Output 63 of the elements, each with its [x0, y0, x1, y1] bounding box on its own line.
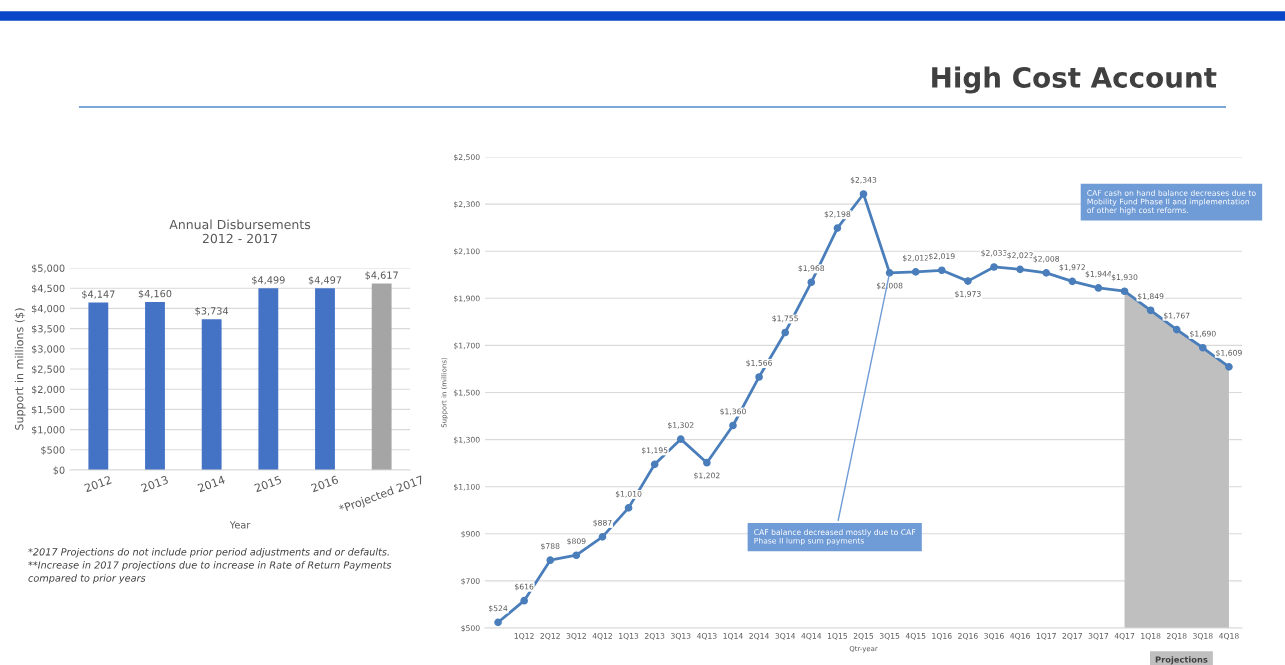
- y-tick-label: $4,000: [31, 304, 65, 314]
- point: [624, 504, 633, 512]
- point: [1172, 325, 1181, 334]
- x-tick-label: 2015: [254, 475, 282, 493]
- data-label: $4,617: [365, 271, 398, 281]
- point: [703, 458, 711, 467]
- point: [1094, 284, 1103, 292]
- point: [781, 328, 790, 337]
- point: [598, 533, 607, 541]
- point: [990, 263, 998, 271]
- x-tick-label: 2014: [197, 475, 226, 493]
- y-tick-label: $3,500: [31, 324, 65, 334]
- y-tick-label: $1,500: [31, 405, 65, 415]
- x-axis-title: Year: [229, 521, 251, 529]
- data-label: $4,497: [308, 276, 342, 285]
- y-tick-label: $0: [53, 466, 65, 476]
- data-label: $4,147: [82, 290, 115, 300]
- point: [1225, 363, 1233, 371]
- point: [520, 596, 528, 605]
- point: [1068, 277, 1077, 286]
- point: [494, 618, 502, 627]
- point: [833, 224, 842, 232]
- point: [1199, 343, 1207, 352]
- bar: [201, 319, 222, 470]
- point: [859, 190, 868, 198]
- y-tick-label: $500: [41, 446, 65, 455]
- chart-title: Annual Disbursements 2012 - 2017: [169, 219, 311, 244]
- y-tick-label: $4,500: [31, 284, 65, 294]
- point: [1120, 287, 1129, 296]
- y-tick-label: $2,500: [31, 365, 65, 375]
- point: [650, 460, 659, 469]
- point: [676, 435, 685, 443]
- bar: [88, 302, 109, 470]
- point: [572, 551, 581, 560]
- data-label: $4,160: [138, 289, 172, 299]
- bar: [145, 301, 165, 470]
- bar: [258, 288, 279, 470]
- x-tick-label: 2012: [84, 475, 112, 493]
- point: [885, 269, 894, 277]
- point: [911, 268, 920, 276]
- point: [546, 556, 555, 564]
- y-tick-label: $1,000: [31, 425, 65, 435]
- point: [964, 277, 972, 285]
- point: [1042, 269, 1051, 277]
- x-tick-label: 2016: [310, 475, 339, 493]
- text: *2017 Projections do not include prior period adjustments and or defaults. **Increase in 2017 projections due to increase in Rate of Return Payments compared to prior years: [28, 548, 392, 584]
- point: [755, 373, 763, 381]
- point: [807, 278, 816, 287]
- text: High Cost Account: [932, 66, 1217, 94]
- y-tick-label: $5,000: [31, 264, 65, 274]
- bar: [315, 288, 335, 470]
- point: [1016, 265, 1024, 274]
- point: [937, 266, 946, 275]
- x-tick-label: 2013: [140, 475, 169, 493]
- text: Projections: [1155, 656, 1208, 665]
- y-tick-label: $3,000: [31, 345, 65, 354]
- point: [729, 421, 737, 430]
- y-axis-title: Support in millions ($): [14, 308, 26, 430]
- data-label: $4,499: [252, 276, 285, 285]
- point: [1146, 306, 1155, 315]
- y-tick-label: $2,000: [31, 385, 65, 395]
- bar: [371, 283, 392, 470]
- data-label: $3,734: [195, 306, 229, 316]
